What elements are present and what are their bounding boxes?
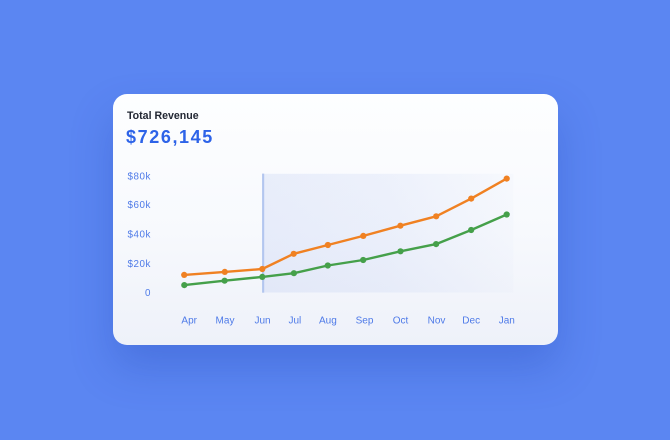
svg-text:Dec: Dec	[462, 316, 480, 327]
svg-text:$60k: $60k	[128, 200, 151, 211]
svg-text:0: 0	[145, 288, 151, 299]
svg-text:Sep: Sep	[356, 316, 374, 327]
svg-text:$20k: $20k	[128, 259, 151, 270]
svg-text:Jan: Jan	[499, 316, 515, 327]
svg-text:Apr: Apr	[181, 316, 197, 327]
svg-text:Jul: Jul	[289, 316, 302, 327]
svg-text:May: May	[216, 316, 235, 327]
svg-text:Nov: Nov	[428, 316, 446, 327]
svg-text:$40k: $40k	[128, 230, 151, 241]
svg-text:Aug: Aug	[319, 316, 337, 327]
svg-text:Jun: Jun	[254, 316, 270, 327]
svg-text:Oct: Oct	[393, 316, 409, 327]
svg-text:$80k: $80k	[128, 171, 151, 182]
